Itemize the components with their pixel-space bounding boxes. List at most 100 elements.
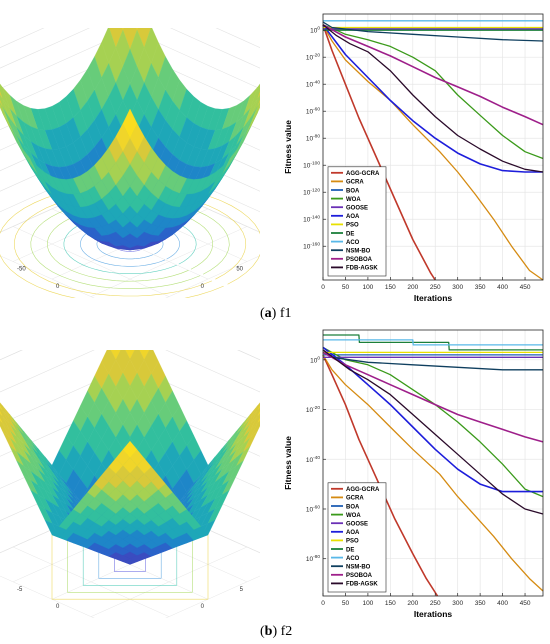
series-line-nsm-bo (322, 21, 544, 42)
convergence-panel-f2: 0 50 100 150 200 250 300 350 400 450 100 10-20 10-40… (278, 324, 548, 622)
x-tick-label: 150 (385, 284, 396, 291)
x-tick-label: 450 (520, 600, 531, 607)
x-tick-label: 300 (452, 284, 463, 291)
surface-panel-f2: 020406080100120-10-505101050-5-10 (0, 301, 287, 644)
convergence-panel-f1: 0 50 100 150 200 250 300 350 400 450 100 10-20 10-40… (278, 8, 548, 306)
y-tick-label: 50 (236, 267, 243, 273)
floor-gridline (90, 226, 248, 297)
surface-facet (0, 417, 3, 424)
x-axis-label: Iterations (414, 293, 453, 303)
legend-label: PSOBOA (346, 257, 373, 263)
series-line-agg-gcra (322, 24, 436, 281)
x-tick-label: 400 (497, 284, 508, 291)
surface-facet (122, 440, 138, 458)
x-axis-label: Iterations (414, 609, 453, 619)
legend-label: PSOBOA (346, 573, 373, 579)
series-line-psoboa (322, 24, 544, 126)
legend-label: FDB-AGSK (346, 582, 378, 588)
legend-label: BOA (346, 188, 360, 194)
caption-a-letter: a (264, 306, 272, 321)
y-tick-label: 100 (310, 355, 320, 364)
x-tick-label: 100 (362, 600, 373, 607)
legend-label: DE (346, 547, 354, 553)
y-tick-label: 0 (201, 604, 205, 610)
legend-label: AOA (346, 214, 360, 220)
y-tick-label: 10-60 (306, 504, 320, 513)
surface-mesh (0, 0, 287, 251)
floor-gridline (12, 546, 170, 617)
series-line-agg-gcra (322, 354, 439, 597)
legend-label: BOA (346, 504, 360, 510)
y-tick-label: 10-120 (303, 188, 320, 197)
surface-mesh (0, 301, 287, 565)
x-tick-label: 300 (452, 600, 463, 607)
y-tick-label: 10-80 (306, 134, 320, 143)
legend-label: GCRA (346, 180, 364, 186)
x-tick-label: 250 (430, 284, 441, 291)
floor-contour (30, 198, 230, 289)
floor-contour (13, 191, 247, 297)
caption-b-label: f2 (280, 624, 293, 639)
series-line-aco (323, 339, 543, 346)
legend-label: AGG-GCRA (346, 171, 380, 177)
z-gridline (0, 0, 287, 60)
x-tick-label: 150 (385, 600, 396, 607)
x-tick-label: -50 (17, 267, 26, 273)
legend-label: WOA (346, 197, 361, 203)
floor-gridline (12, 226, 170, 297)
y-tick-label: 5 (240, 587, 244, 593)
y-tick-label: 10-20 (306, 53, 320, 62)
x-tick-label: 0 (56, 284, 60, 290)
x-tick-label: 250 (430, 600, 441, 607)
legend-label: AGG-GCRA (346, 487, 380, 493)
legend-label: FDB-AGSK (346, 266, 378, 272)
x-tick-label: 400 (497, 600, 508, 607)
legend-label: WOA (346, 513, 361, 519)
x-tick-label: -5 (17, 587, 23, 593)
series-line-de (323, 334, 543, 351)
y-tick-label: 10-100 (303, 161, 320, 170)
axes-box (322, 329, 544, 597)
x-tick-label: 0 (56, 604, 60, 610)
surface-plot-f1: 00.20.40.60.811.21.41.61.82× 10⁴-100-500… (0, 0, 287, 325)
y-tick-label: 10-40 (306, 455, 320, 464)
legend-label: PSO (346, 223, 359, 229)
legend-label: GOOSE (346, 522, 368, 528)
legend-label: DE (346, 231, 354, 237)
y-tick-label: 0 (201, 284, 205, 290)
legend-box (327, 482, 387, 593)
surface-facet (0, 99, 3, 107)
legend: AGG-GCRA GCRA BOA WOA GOOSE AOA PSO DE ACO NSM-BO… (327, 482, 387, 593)
surface-facet (122, 108, 138, 139)
surface-facet (0, 411, 3, 417)
x-tick-label: 200 (407, 284, 418, 291)
legend-label: PSO (346, 539, 359, 545)
series-line-woa (322, 24, 544, 160)
y-tick-label: 10-60 (306, 107, 320, 116)
y-tick-label: 10-40 (306, 80, 320, 89)
x-tick-label: 350 (475, 600, 486, 607)
surface-facet (0, 104, 3, 112)
x-tick-label: 350 (475, 284, 486, 291)
legend-label: GCRA (346, 496, 364, 502)
surface-panel-f1: 00.20.40.60.811.21.41.61.82× 10⁴-100-500… (0, 0, 287, 325)
series-line-fdb-agsk (322, 349, 544, 515)
y-tick-label: 10-20 (306, 405, 320, 414)
x-tick-label: 50 (342, 284, 350, 291)
caption-b: (b) f2 (260, 624, 293, 639)
legend-label: AOA (346, 530, 360, 536)
legend-label: NSM-BO (346, 565, 371, 571)
series-line-gcra (322, 354, 544, 592)
series-line-aoa (322, 24, 543, 173)
y-tick-label: 10-80 (306, 554, 320, 563)
caption-b-letter: b (264, 624, 273, 639)
y-tick-label: 10-160 (303, 242, 320, 251)
caption-a: (a) f1 (260, 306, 292, 321)
series-line-psoboa (322, 351, 544, 443)
caption-a-label: f1 (279, 306, 292, 321)
surface-facet (0, 91, 3, 99)
series-line-gcra (322, 24, 544, 281)
y-axis-label: Fitness value (283, 120, 293, 174)
floor-gridline (90, 546, 248, 617)
convergence-chart-f1: 0 50 100 150 200 250 300 350 400 450 100 10-20 10-40… (283, 13, 544, 303)
